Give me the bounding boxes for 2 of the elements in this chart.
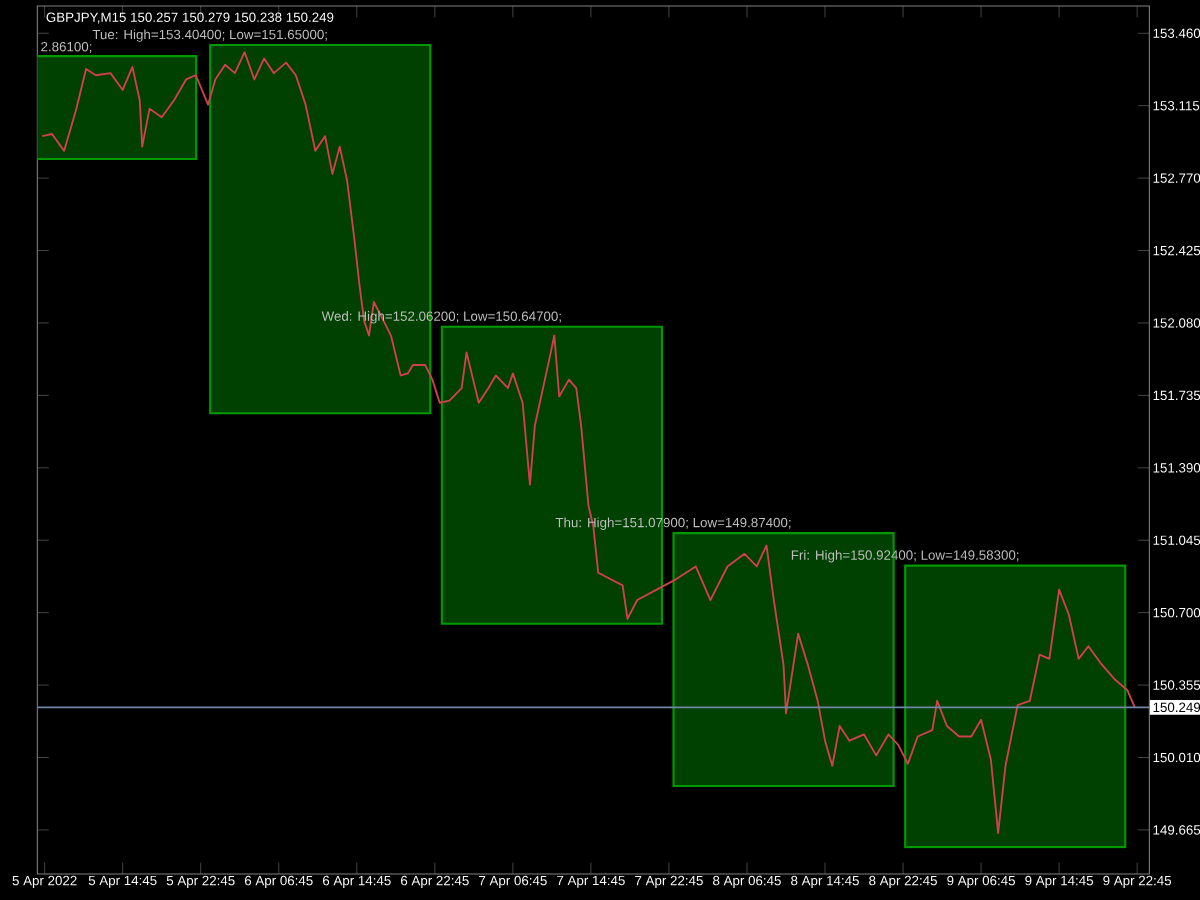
line-series [41,51,1136,835]
bar [904,564,1127,849]
